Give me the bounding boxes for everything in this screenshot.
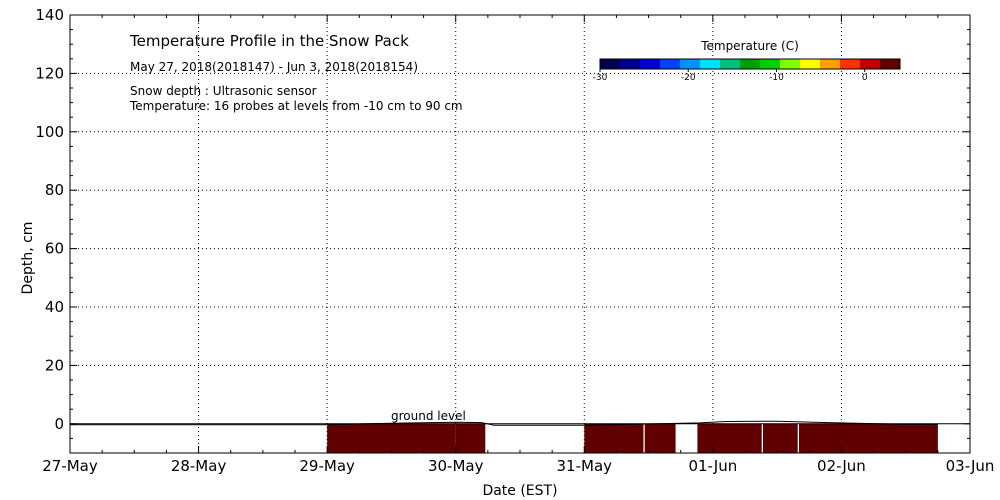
colorbar-tick-label: 0 xyxy=(862,73,868,83)
colorbar-tick-label: -10 xyxy=(769,73,784,83)
chart-subtitle: May 27, 2018(2018147) - Jun 3, 2018(2018… xyxy=(130,60,418,74)
chart-note-1: Snow depth : Ultrasonic sensor xyxy=(130,84,317,98)
y-tick-label: 80 xyxy=(45,181,64,199)
colorbar-segment xyxy=(840,59,861,69)
x-tick-label: 28-May xyxy=(171,457,227,475)
colorbar-segment xyxy=(720,59,741,69)
y-tick-label: 120 xyxy=(35,64,64,82)
temperature-block xyxy=(697,423,762,453)
colorbar-segment xyxy=(620,59,641,69)
temperature-block xyxy=(644,423,676,453)
x-tick-label: 31-May xyxy=(557,457,613,475)
axes xyxy=(69,14,971,454)
colorbar-segment xyxy=(860,59,881,69)
colorbar-segment xyxy=(760,59,781,69)
colorbar-tick-label: -20 xyxy=(681,73,696,83)
temperature-block xyxy=(584,423,644,453)
colorbar-segment xyxy=(800,59,821,69)
y-tick-label: 60 xyxy=(45,240,64,258)
x-axis-label: Date (EST) xyxy=(482,483,557,499)
plot-frame xyxy=(69,14,971,454)
x-tick-label: 30-May xyxy=(428,457,484,475)
colorbar-segment xyxy=(600,59,621,69)
x-tick-label: 01-Jun xyxy=(688,457,737,475)
snow-depth-line xyxy=(70,420,938,426)
colorbar-segment xyxy=(740,59,761,69)
data-marks xyxy=(70,420,970,453)
temperature-block xyxy=(799,423,938,453)
colorbar-segment xyxy=(660,59,681,69)
y-axis-label: Depth, cm xyxy=(20,222,36,295)
x-tick-label: 27-May xyxy=(42,457,98,475)
colorbar-segment xyxy=(640,59,661,69)
colorbar-segment xyxy=(680,59,701,69)
colorbar: -30 -20 -10 0 xyxy=(593,58,901,83)
y-tick-label: 100 xyxy=(35,123,64,141)
chart-note-2: Temperature: 16 probes at levels from -1… xyxy=(129,99,463,113)
x-tick-label: 03-Jun xyxy=(946,457,995,475)
colorbar-segment xyxy=(820,59,841,69)
ground-level-annotation: ground level xyxy=(391,409,466,423)
temperature-block xyxy=(763,423,798,453)
chart-title: Temperature Profile in the Snow Pack xyxy=(129,32,409,50)
grid-lines xyxy=(70,14,970,453)
y-tick-label: 140 xyxy=(35,6,64,24)
colorbar-tick-label: -30 xyxy=(593,73,608,83)
y-tick-label: 20 xyxy=(45,356,64,374)
colorbar-segment xyxy=(780,59,801,69)
colorbar-segment xyxy=(700,59,721,69)
tick-labels: 0 20 40 60 80 100 120 140 27-May 28-May 29-May 30-M… xyxy=(35,6,994,475)
colorbar-frame xyxy=(599,58,901,70)
temperature-block xyxy=(327,423,456,453)
y-tick-label: 40 xyxy=(45,298,64,316)
y-tick-label: 0 xyxy=(54,415,64,433)
temperature-block xyxy=(455,423,486,453)
colorbar-segment xyxy=(880,59,901,69)
colorbar-label: Temperature (C) xyxy=(700,39,799,53)
x-tick-label: 29-May xyxy=(299,457,355,475)
x-tick-label: 02-Jun xyxy=(817,457,866,475)
